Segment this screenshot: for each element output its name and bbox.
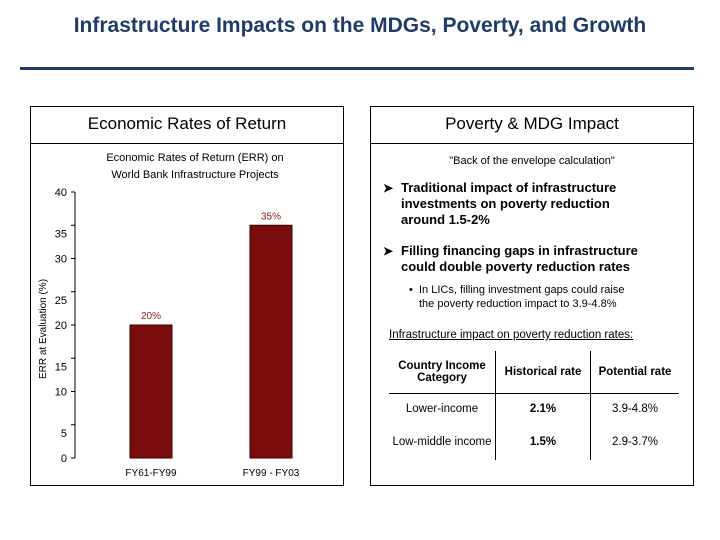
bar-data-label: 20%	[141, 311, 161, 322]
table-header-row: Country Income Category Historical rate …	[389, 351, 679, 394]
poverty-impact-heading: Poverty & MDG Impact	[371, 107, 693, 144]
arrow-bullet-icon: ➤	[383, 181, 394, 195]
title-underline	[20, 67, 694, 70]
y-tick-label: 15	[55, 361, 67, 373]
bullet-1-line-2: investments on poverty reduction	[401, 196, 610, 211]
poverty-impact-panel: Poverty & MDG Impact "Back of the envelo…	[370, 106, 694, 486]
bullet-filling-gaps: ➤ Filling financing gaps in infrastructu…	[383, 243, 683, 275]
bar-2	[249, 224, 293, 459]
rates-of-return-heading: Economic Rates of Return	[31, 107, 343, 144]
header-country-income: Country Income Category	[389, 351, 496, 394]
y-axis-label: ERR at Evaluation (%)	[38, 279, 49, 379]
header-historical-rate: Historical rate	[495, 351, 591, 394]
err-bar-chart: Economic Rates of Return (ERR) on World …	[38, 152, 300, 479]
chart-title-line-1: Economic Rates of Return (ERR) on	[106, 152, 283, 164]
arrow-bullet-icon: ➤	[383, 244, 394, 258]
poverty-rates-table: Country Income Category Historical rate …	[389, 351, 679, 460]
x-category-label: FY61-FY99	[125, 468, 177, 479]
bullet-2-line-1: Filling financing gaps in infrastructure	[401, 243, 638, 258]
table-caption: Infrastructure impact on poverty reducti…	[389, 329, 634, 341]
cell-historical-rate: 1.5%	[495, 424, 591, 460]
bar-1	[129, 324, 173, 459]
y-tick-label: 0	[61, 453, 67, 465]
subbullet-line-1: In LICs, filling investment gaps could r…	[419, 284, 625, 296]
slide-title: Infrastructure Impacts on the MDGs, Pove…	[73, 14, 647, 37]
dot-bullet-icon: •	[409, 284, 413, 296]
cell-potential-rate: 2.9-3.7%	[611, 436, 659, 448]
x-category-label: FY99 - FY03	[243, 468, 300, 479]
table-row: Lower-income 2.1% 3.9-4.8%	[389, 393, 679, 424]
subbullet-lics: • In LICs, filling investment gaps could…	[409, 283, 679, 311]
cell-historical-rate: 2.1%	[495, 393, 591, 424]
cell-income-category: Lower-income	[389, 393, 496, 424]
cell-potential-rate: 3.9-4.8%	[611, 403, 659, 415]
bar-data-label: 35%	[261, 211, 281, 222]
y-tick-label: 25	[55, 295, 67, 307]
bullet-2-line-2: could double poverty reduction rates	[401, 259, 630, 274]
table-row: Low-middle income 1.5% 2.9-3.7%	[389, 424, 679, 460]
y-tick-label: 5	[61, 428, 67, 440]
y-tick-label: 10	[55, 387, 67, 399]
chart-title-line-2: World Bank Infrastructure Projects	[111, 169, 279, 181]
chart-bars: 20% FY61-FY99 35% FY99 - FY03	[125, 211, 299, 479]
y-tick-label: 35	[55, 228, 67, 240]
bullet-traditional-impact: ➤ Traditional impact of infrastructure i…	[383, 180, 683, 228]
header-potential-rate: Potential rate	[590, 351, 679, 394]
bullet-1-line-3: around 1.5-2%	[401, 212, 490, 227]
subbullet-line-2: the poverty reduction impact to 3.9-4.8%	[419, 298, 617, 310]
chart-axes: 0 5 10 15 20 25 30 35 40	[55, 187, 76, 465]
envelope-note: "Back of the envelope calculation"	[449, 155, 615, 167]
rates-of-return-panel: Economic Rates of Return Economic Rates …	[30, 106, 344, 486]
cell-income-category: Low-middle income	[389, 424, 496, 460]
bullet-1-line-1: Traditional impact of infrastructure	[401, 180, 617, 195]
y-tick-label: 40	[55, 187, 67, 199]
y-tick-label: 30	[55, 254, 67, 266]
y-tick-label: 20	[55, 320, 67, 332]
